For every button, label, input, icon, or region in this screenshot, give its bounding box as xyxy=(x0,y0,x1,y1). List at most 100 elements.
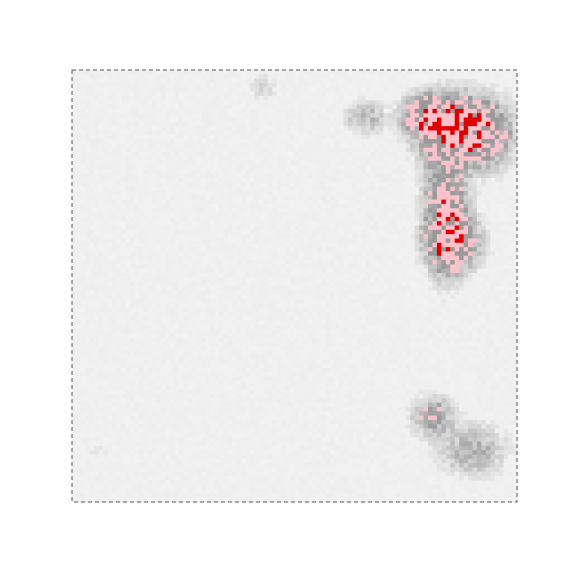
heatmap-cell xyxy=(72,87,77,92)
heatmap-cell xyxy=(450,113,456,118)
heatmap-cell xyxy=(152,216,157,222)
heatmap-cell xyxy=(396,108,402,114)
heatmap-cell xyxy=(316,70,322,75)
heatmap-cell xyxy=(370,156,375,162)
heatmap-cell xyxy=(508,156,513,162)
heatmap-cell xyxy=(410,91,416,97)
heatmap-cell xyxy=(138,104,144,110)
heatmap-cell xyxy=(379,277,384,283)
heatmap-cell xyxy=(147,247,153,252)
heatmap-cell xyxy=(410,169,416,175)
heatmap-cell xyxy=(218,152,224,157)
heatmap-cell xyxy=(454,104,460,110)
heatmap-cell xyxy=(138,134,144,140)
heatmap-cell xyxy=(356,173,362,179)
heatmap-cell xyxy=(103,95,108,101)
heatmap-cell xyxy=(116,242,122,248)
heatmap-cell xyxy=(499,91,505,97)
heatmap-cell xyxy=(276,78,282,84)
heatmap-cell xyxy=(405,190,411,196)
heatmap-cell xyxy=(343,160,349,166)
heatmap-cell xyxy=(321,225,327,231)
heatmap-cell xyxy=(174,277,180,283)
heatmap-cell xyxy=(129,108,135,114)
heatmap-cell xyxy=(472,121,478,127)
heatmap-cell xyxy=(396,273,402,278)
heatmap-cell xyxy=(183,143,189,149)
heatmap-cell xyxy=(178,268,184,274)
heatmap-cell xyxy=(419,113,424,118)
heatmap-cell xyxy=(205,121,211,127)
heatmap-cell xyxy=(463,195,469,200)
heatmap-cell xyxy=(343,273,349,278)
heatmap-cell xyxy=(401,277,407,283)
heatmap-cell xyxy=(290,130,295,136)
heatmap-cell xyxy=(165,225,171,231)
heatmap-cell xyxy=(223,95,229,101)
heatmap-cell xyxy=(490,195,496,200)
heatmap-cell xyxy=(196,91,202,97)
heatmap-cell xyxy=(472,273,478,278)
heatmap-cell xyxy=(80,143,86,149)
heatmap-cell xyxy=(196,190,202,196)
heatmap-cell xyxy=(512,121,518,127)
heatmap-cell xyxy=(450,264,456,270)
heatmap-cell xyxy=(499,87,505,92)
heatmap-cell xyxy=(298,78,304,84)
heatmap-cell xyxy=(423,225,429,231)
heatmap-cell xyxy=(107,173,113,179)
heatmap-cell xyxy=(156,139,162,144)
heatmap-cell xyxy=(472,186,478,192)
heatmap-cell xyxy=(481,273,487,278)
heatmap-cell xyxy=(307,247,313,252)
heatmap-cell xyxy=(361,95,367,101)
heatmap-cell xyxy=(169,260,175,265)
heatmap-cell xyxy=(370,281,375,287)
heatmap-cell xyxy=(263,251,269,257)
heatmap-cell xyxy=(387,238,393,244)
heatmap-cell xyxy=(330,247,335,252)
heatmap-cell xyxy=(374,134,380,140)
heatmap-cell xyxy=(468,74,473,80)
heatmap-cell xyxy=(192,264,197,270)
heatmap-cell xyxy=(472,212,478,218)
heatmap-cell xyxy=(72,78,77,84)
heatmap-cell xyxy=(330,173,335,179)
heatmap-cell xyxy=(178,100,184,105)
heatmap-cell xyxy=(209,234,215,239)
heatmap-cell xyxy=(361,169,367,175)
heatmap-cell xyxy=(236,178,242,183)
heatmap-cell xyxy=(72,264,77,270)
heatmap-cell xyxy=(147,91,153,97)
heatmap-cell xyxy=(245,152,251,157)
heatmap-cell xyxy=(432,190,438,196)
heatmap-cell xyxy=(112,260,117,265)
heatmap-cell xyxy=(325,203,331,209)
heatmap-cell xyxy=(258,147,264,153)
heatmap-cell xyxy=(321,182,327,188)
heatmap-cell xyxy=(423,156,429,162)
heatmap-cell xyxy=(343,173,349,179)
heatmap-cell xyxy=(361,91,367,97)
heatmap-cell xyxy=(258,152,264,157)
heatmap-cell xyxy=(347,152,353,157)
heatmap-cell xyxy=(201,234,206,239)
heatmap-cell xyxy=(330,186,335,192)
heatmap-cell xyxy=(459,160,464,166)
heatmap-cell xyxy=(441,113,447,118)
heatmap-cell xyxy=(187,78,193,84)
heatmap-cell xyxy=(321,264,327,270)
heatmap-cell xyxy=(303,126,309,131)
heatmap-cell xyxy=(152,229,157,235)
heatmap-cell xyxy=(298,268,304,274)
heatmap-cell xyxy=(312,190,318,196)
heatmap-cell xyxy=(174,143,180,149)
heatmap-cell xyxy=(383,212,389,218)
heatmap-cell xyxy=(192,117,197,123)
heatmap-cell xyxy=(152,190,157,196)
heatmap-cell xyxy=(401,247,407,252)
heatmap-cell xyxy=(450,134,456,140)
heatmap-cell xyxy=(312,186,318,192)
heatmap-cell xyxy=(379,212,384,218)
heatmap-cell xyxy=(143,147,149,153)
